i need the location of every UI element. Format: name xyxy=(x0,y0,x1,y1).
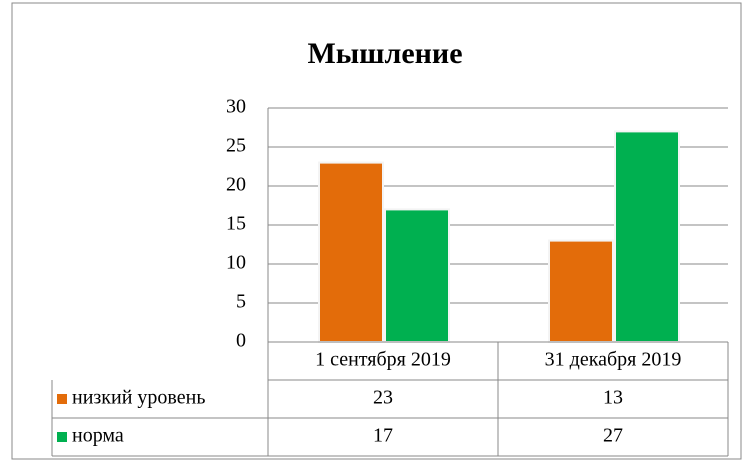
table-value: 13 xyxy=(603,387,623,409)
y-tick-label: 10 xyxy=(226,252,246,274)
y-tick-label: 15 xyxy=(226,213,246,235)
table-value: 17 xyxy=(373,425,393,447)
y-tick-label: 0 xyxy=(236,330,246,352)
x-tick-label: 1 сентября 2019 xyxy=(315,349,451,371)
y-tick-label: 5 xyxy=(236,291,246,313)
bar xyxy=(318,161,384,343)
legend-key xyxy=(57,432,67,442)
y-tick-label: 30 xyxy=(226,96,246,118)
y-tick-label: 25 xyxy=(226,135,246,157)
bar xyxy=(548,239,614,344)
y-tick-label: 20 xyxy=(226,174,246,196)
table-value: 27 xyxy=(603,425,623,447)
bar xyxy=(614,130,680,343)
x-tick-label: 31 декабря 2019 xyxy=(545,349,682,371)
legend-label: норма xyxy=(72,425,124,447)
chart-title: Мышление xyxy=(307,37,462,70)
legend-key xyxy=(57,394,67,404)
legend-label: низкий уровень xyxy=(72,387,205,409)
table-value: 23 xyxy=(373,387,393,409)
bar xyxy=(384,208,450,343)
